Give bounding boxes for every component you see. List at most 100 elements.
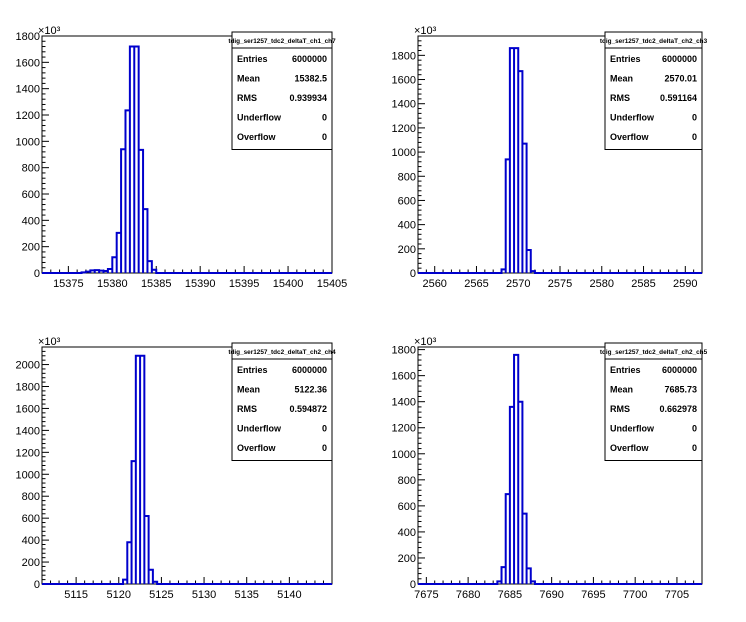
x-tick-label: 7685 (498, 589, 522, 601)
y-tick-label: 400 (22, 215, 40, 227)
y-tick-label: 400 (398, 527, 416, 539)
y-tick-label: 600 (398, 195, 416, 207)
x-tick-label: 7700 (623, 589, 647, 601)
y-tick-label: 2000 (16, 360, 40, 372)
y-tick-label: 1400 (392, 99, 416, 111)
stats-label: RMS (610, 404, 630, 414)
stats-value: 6000000 (662, 365, 697, 375)
stats-title: tdig_ser1257_tdc2_deltaT_ch2_ch5 (600, 349, 708, 356)
x-tick-label: 5140 (277, 589, 301, 601)
histogram-series-line (42, 354, 332, 585)
stats-value: 6000000 (292, 54, 327, 64)
stats-box (604, 31, 703, 150)
stats-value: 0 (692, 132, 697, 142)
x-tick-label: 7695 (581, 589, 605, 601)
stats-value: 0 (322, 443, 327, 453)
y-tick-label: 1200 (392, 423, 416, 435)
stats-label: Mean (237, 384, 260, 394)
stats-value: 0 (692, 423, 697, 433)
y-tick-label: 1600 (392, 75, 416, 87)
pad-2: 0 200 400 600 800 1000 1200 1400 1600 1800 2560 256… (392, 25, 708, 290)
y-tick-label: 400 (398, 220, 416, 232)
y-tick-label: 1200 (392, 123, 416, 135)
y-tick-label: 200 (22, 557, 40, 569)
stats-box (231, 31, 333, 150)
stats-label: RMS (237, 404, 257, 414)
stats-box (604, 342, 703, 461)
x-tick-label: 7690 (539, 589, 563, 601)
y-tick-label: 200 (398, 244, 416, 256)
y-tick-label: 600 (398, 501, 416, 513)
y-tick-label: 1000 (16, 136, 40, 148)
stats-value: 0.594872 (289, 404, 327, 414)
stats-value: 5122.36 (294, 384, 327, 394)
y-tick-label: 0 (410, 268, 416, 280)
pad-1: 0 200 400 600 800 1000 1200 1400 1600 1800 15375 15… (16, 25, 348, 290)
stats-label: Overflow (610, 132, 650, 142)
y-tick-label: 1400 (392, 397, 416, 409)
stats-value: 0 (692, 443, 697, 453)
x-tick-label: 15405 (317, 278, 348, 290)
x-tick-label: 7680 (456, 589, 480, 601)
stats-value: 0.662978 (659, 404, 697, 414)
y-tick-label: 800 (398, 171, 416, 183)
pad-3: 0 200 400 600 800 1000 1200 1400 1600 1800 2000 511… (16, 336, 337, 601)
stats-label: Entries (610, 54, 641, 64)
x-tick-label: 15380 (97, 278, 128, 290)
stats-value: 15382.5 (294, 73, 327, 83)
y-tick-label: 1800 (392, 50, 416, 62)
x-tick-label: 15390 (185, 278, 216, 290)
y-tick-label: 1600 (392, 371, 416, 383)
stats-title: tdig_ser1257_tdc2_deltaT_ch1_ch7 (228, 38, 336, 45)
stats-box (231, 342, 333, 461)
y-tick-label: 1000 (392, 449, 416, 461)
x-tick-label: 5115 (64, 589, 88, 601)
x-tick-label: 2565 (464, 278, 488, 290)
y-tick-label: 1400 (16, 425, 40, 437)
x-tick-label: 5125 (149, 589, 173, 601)
y-tick-label: 1200 (16, 447, 40, 459)
y-tick-label: 200 (22, 242, 40, 254)
stats-title: tdig_ser1257_tdc2_deltaT_ch2_ch3 (600, 38, 708, 45)
y-tick-label: 400 (22, 535, 40, 547)
histogram-series-line (418, 47, 702, 274)
x-tick-label: 7705 (665, 589, 689, 601)
y-tick-label: 1800 (16, 382, 40, 394)
stats-label: Underflow (610, 112, 655, 122)
y-tick-label: 1000 (16, 469, 40, 481)
stats-value: 0.591164 (660, 93, 697, 103)
stats-value: 2570.01 (664, 73, 697, 83)
stats-label: Overflow (610, 443, 650, 453)
y-tick-label: 800 (22, 491, 40, 503)
x-tick-label: 2580 (590, 278, 614, 290)
stats-label: Entries (610, 365, 641, 375)
stats-value: 0 (692, 112, 697, 122)
stats-label: Overflow (237, 132, 277, 142)
y-multiplier: ×10³ (414, 336, 437, 348)
y-multiplier: ×10³ (38, 25, 61, 37)
stats-label: Underflow (237, 112, 282, 122)
stats-label: Underflow (610, 423, 655, 433)
stats-label: Mean (610, 73, 633, 83)
stats-value: 7685.73 (664, 384, 697, 394)
histogram-series-line (418, 353, 702, 585)
stats-value: 0 (322, 423, 327, 433)
y-multiplier: ×10³ (414, 25, 437, 37)
stats-title: tdig_ser1257_tdc2_deltaT_ch2_ch4 (228, 349, 336, 356)
stats-label: Mean (237, 73, 260, 83)
stats-label: Overflow (237, 443, 277, 453)
stats-label: RMS (610, 93, 630, 103)
y-tick-label: 0 (410, 579, 416, 591)
x-tick-label: 15375 (53, 278, 84, 290)
x-tick-label: 7675 (414, 589, 438, 601)
y-multiplier: ×10³ (38, 336, 61, 348)
stats-value: 0 (322, 112, 327, 122)
y-tick-label: 1800 (392, 345, 416, 357)
x-tick-label: 5120 (107, 589, 131, 601)
y-tick-label: 1200 (16, 110, 40, 122)
stats-label: RMS (237, 93, 257, 103)
y-tick-label: 200 (398, 553, 416, 565)
y-tick-label: 600 (22, 513, 40, 525)
stats-label: Entries (237, 54, 268, 64)
